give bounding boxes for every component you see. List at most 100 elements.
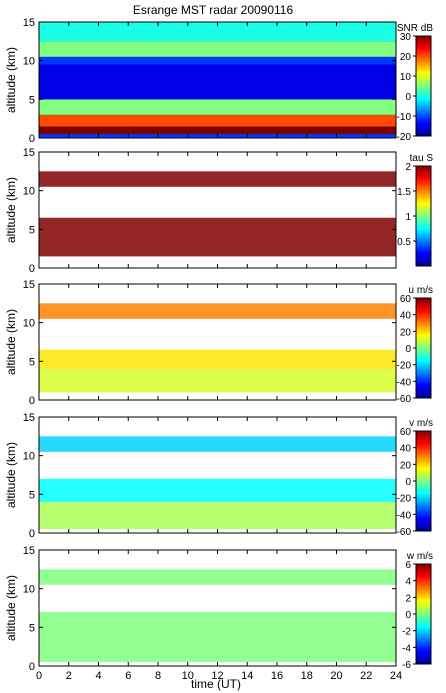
colorbar-tick-label: 0.5 <box>397 237 411 248</box>
colorbar-tick-label: 0 <box>405 344 411 355</box>
x-tick-label: 18 <box>301 670 313 682</box>
y-tick-label: 15 <box>23 147 35 159</box>
colorbar-tick-label: 20 <box>400 52 412 63</box>
y-tick-label: 15 <box>23 279 35 291</box>
data-layer-1 <box>39 126 396 135</box>
colorbar-label: v m/s <box>409 418 433 429</box>
data-layer-2 <box>39 478 396 503</box>
y-tick-label: 10 <box>23 56 35 68</box>
colorbar-tick-label: 1.5 <box>397 187 411 198</box>
y-tick-label: 5 <box>29 622 35 634</box>
x-tick-label: 14 <box>241 670 253 682</box>
data-layer-5 <box>39 41 396 57</box>
data-layer-3 <box>39 99 396 115</box>
colorbar <box>415 563 432 665</box>
colorbar-tick-label: 30 <box>400 32 412 43</box>
data-layer-2 <box>39 217 396 257</box>
data-layer-1 <box>39 303 396 319</box>
colorbar-label: SNR dB <box>397 23 433 34</box>
colorbar-label: tau S <box>410 153 434 164</box>
data-layer-1 <box>39 436 396 452</box>
y-tick-label: 10 <box>23 186 35 198</box>
colorbar-tick-label: -20 <box>397 132 412 143</box>
x-axis-label: time (UT) <box>191 677 241 691</box>
x-tick-label: 20 <box>330 670 342 682</box>
colorbar-tick-label: -60 <box>397 527 412 538</box>
data-layer-2 <box>39 349 396 370</box>
colorbar-label: w m/s <box>406 551 433 562</box>
y-axis-label: altitude (km) <box>4 177 18 243</box>
y-tick-label: 5 <box>29 489 35 501</box>
y-tick-label: 15 <box>23 545 35 557</box>
y-tick-label: 0 <box>29 133 35 145</box>
y-tick-label: 10 <box>23 584 35 596</box>
x-tick-label: 24 <box>390 670 402 682</box>
x-tick-label: 12 <box>211 670 223 682</box>
colorbar <box>415 297 432 399</box>
panel-3: 0 5 10 15 altitude (km) u m/s -60 -40 -20 0 20 40 60 <box>4 279 433 407</box>
y-tick-label: 0 <box>29 528 35 540</box>
colorbar-tick-label: 40 <box>400 311 412 322</box>
colorbar-tick-label: 20 <box>400 327 412 338</box>
y-tick-label: 15 <box>23 412 35 424</box>
colorbar-tick-label: 60 <box>400 427 412 438</box>
colorbar-tick-label: 0 <box>405 477 411 488</box>
x-tick-label: 10 <box>182 670 194 682</box>
colorbar-tick-label: -60 <box>397 394 412 405</box>
data-layer-1 <box>39 569 396 585</box>
panel-4: 0 5 10 15 altitude (km) v m/s -60 -40 -20 0 20 40 60 <box>4 412 433 540</box>
x-tick-label: 2 <box>66 670 72 682</box>
colorbar-tick-label: -10 <box>397 112 412 123</box>
y-tick-label: 0 <box>29 395 35 407</box>
y-tick-label: 10 <box>23 451 35 463</box>
colorbar-tick-label: 20 <box>400 460 412 471</box>
colorbar-tick-label: -40 <box>397 377 412 388</box>
x-tick-label: 16 <box>271 670 283 682</box>
colorbar-tick-label: 2 <box>405 162 411 173</box>
x-tick-label: 6 <box>125 670 131 682</box>
colorbar <box>415 35 432 137</box>
y-axis-label: altitude (km) <box>4 442 18 508</box>
y-axis-label: altitude (km) <box>4 47 18 113</box>
colorbar-tick-label: 0 <box>405 610 411 621</box>
panel-2: 0 5 10 15 altitude (km) tau S 0.5 1 1.5 2 <box>4 147 433 275</box>
x-tick-label: 4 <box>95 670 101 682</box>
y-tick-label: 5 <box>29 356 35 368</box>
colorbar-tick-label: 1 <box>405 212 411 223</box>
colorbar-tick-label: 60 <box>400 294 412 305</box>
y-tick-label: 15 <box>23 17 35 29</box>
y-tick-label: 0 <box>29 661 35 673</box>
colorbar-tick-label: 2 <box>405 593 411 604</box>
data-layer-4 <box>39 64 396 100</box>
colorbar <box>415 165 432 267</box>
colorbar-tick-label: 10 <box>400 72 412 83</box>
colorbar-tick-label: -20 <box>397 494 412 505</box>
data-layer-6 <box>39 22 396 42</box>
colorbar-tick-label: -20 <box>397 361 412 372</box>
x-tick-label: 8 <box>155 670 161 682</box>
colorbar <box>415 430 432 532</box>
colorbar-tick-label: 40 <box>400 444 412 455</box>
colorbar-tick-label: -40 <box>397 510 412 521</box>
colorbar-label: u m/s <box>409 285 433 296</box>
y-tick-label: 0 <box>29 263 35 275</box>
x-tick-label: 0 <box>36 670 42 682</box>
colorbar-tick-label: -6 <box>402 660 411 671</box>
y-tick-label: 5 <box>29 94 35 106</box>
data-layer-3 <box>39 502 396 530</box>
data-layer-3 <box>39 369 396 393</box>
y-tick-label: 5 <box>29 224 35 236</box>
x-tick-label: 22 <box>360 670 372 682</box>
y-axis-label: altitude (km) <box>4 309 18 375</box>
colorbar-tick-label: 0 <box>405 92 411 103</box>
colorbar-tick-label: 6 <box>405 560 411 571</box>
figure-title: Esrange MST radar 20090116 <box>133 3 294 17</box>
colorbar-tick-label: 4 <box>405 577 411 588</box>
data-layer-2 <box>39 611 396 663</box>
y-axis-label: altitude (km) <box>4 575 18 641</box>
data-layer-1 <box>39 171 396 187</box>
data-layer-2 <box>39 114 396 127</box>
